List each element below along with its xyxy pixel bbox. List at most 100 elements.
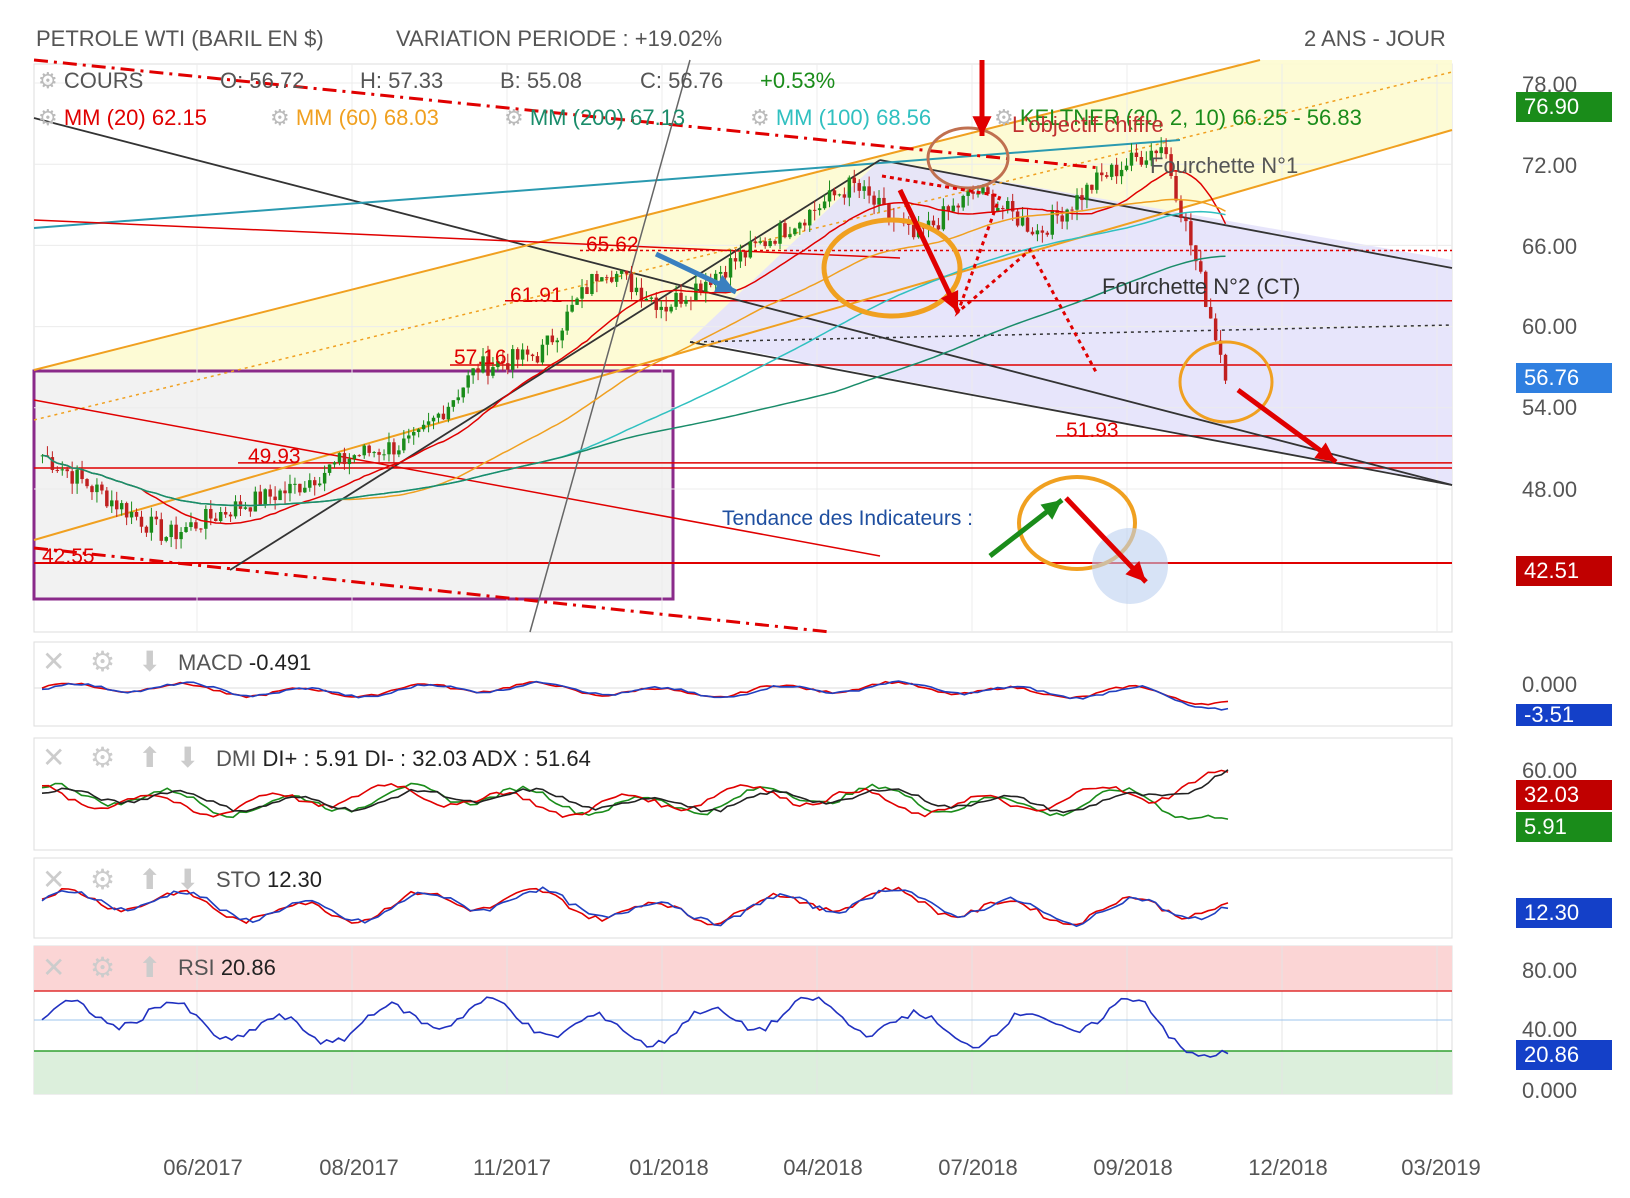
candle-body bbox=[684, 299, 688, 304]
period-variation: VARIATION PERIODE : +19.02% bbox=[396, 26, 723, 51]
trend-arrow bbox=[1236, 387, 1338, 465]
cours-legend[interactable]: ⚙ COURS bbox=[38, 68, 143, 94]
candle-body bbox=[1090, 184, 1094, 190]
gear-icon[interactable]: ⚙ bbox=[38, 105, 58, 130]
candle-body bbox=[1100, 172, 1104, 176]
candle-body bbox=[209, 508, 213, 519]
candle-body bbox=[1189, 221, 1193, 246]
candle-body bbox=[525, 349, 530, 355]
mm200-legend[interactable]: ⚙ MM (200) 67.13 bbox=[504, 105, 686, 130]
gear-icon[interactable]: ⚙ bbox=[504, 105, 524, 130]
candle-body bbox=[689, 299, 693, 301]
candle-body bbox=[644, 298, 649, 301]
candle-body bbox=[1164, 147, 1168, 155]
candle-body bbox=[144, 526, 149, 533]
candle-body bbox=[248, 507, 253, 512]
arrow-down-icon[interactable]: ⬇ bbox=[138, 646, 162, 677]
candle-body bbox=[75, 469, 79, 484]
candle-body bbox=[1134, 152, 1139, 157]
candle-body bbox=[357, 455, 362, 457]
candle-body bbox=[1184, 217, 1188, 222]
candle-body bbox=[609, 277, 614, 282]
candle-body bbox=[461, 387, 465, 398]
mm100-legend[interactable]: ⚙ MM (100) 68.56 bbox=[750, 105, 932, 130]
candle-body bbox=[798, 222, 802, 229]
level-label-4255: 42.55 bbox=[42, 545, 95, 568]
close-icon[interactable]: ✕ bbox=[42, 742, 66, 773]
gear-icon[interactable]: ⚙ bbox=[90, 646, 116, 677]
mm60-legend[interactable]: ⚙ MM (60) 68.03 bbox=[270, 105, 439, 130]
candle-body bbox=[550, 335, 555, 343]
candle-body bbox=[411, 432, 416, 436]
mm20-legend[interactable]: ⚙ MM (20) 62.15 bbox=[38, 105, 207, 130]
candle-body bbox=[506, 363, 510, 370]
candle-body bbox=[451, 400, 456, 407]
candle-body bbox=[545, 335, 550, 345]
candle-body bbox=[728, 258, 733, 278]
gear-icon[interactable]: ⚙ bbox=[90, 864, 116, 895]
low-value: B: 55.08 bbox=[500, 68, 582, 93]
gear-icon[interactable]: ⚙ bbox=[90, 742, 116, 773]
candle-body bbox=[382, 454, 386, 456]
candle-body bbox=[674, 292, 678, 307]
candle-body bbox=[253, 491, 258, 512]
period-selector[interactable]: 2 ANS - JOUR bbox=[1304, 26, 1446, 51]
candle-body bbox=[708, 281, 713, 286]
annotation-fourchette-2: Fourchette N°2 (CT) bbox=[1102, 274, 1301, 299]
gear-icon[interactable]: ⚙ bbox=[38, 68, 58, 93]
candle-body bbox=[481, 356, 485, 373]
trend-line bbox=[33, 129, 1453, 541]
trend-line bbox=[229, 159, 881, 571]
rsi-axis-tick: 0.000 bbox=[1522, 1078, 1578, 1103]
open-value: O: 56.72 bbox=[220, 68, 305, 93]
trend-line bbox=[33, 117, 1453, 486]
candle-body bbox=[1025, 217, 1030, 232]
candle-body bbox=[966, 191, 970, 196]
candle-body bbox=[476, 368, 480, 373]
candle-body bbox=[213, 518, 218, 521]
candle-body bbox=[852, 177, 857, 184]
candle-body bbox=[877, 197, 881, 205]
arrow-up-icon[interactable]: ⬆ bbox=[138, 864, 162, 895]
candle-body bbox=[679, 292, 683, 304]
x-tick: 09/2018 bbox=[1093, 1155, 1173, 1180]
candle-body bbox=[520, 349, 525, 360]
gear-icon[interactable]: ⚙ bbox=[270, 105, 290, 130]
candle-body bbox=[911, 224, 916, 238]
candle-body bbox=[783, 223, 787, 238]
candle-body bbox=[590, 274, 594, 295]
close-icon[interactable]: ✕ bbox=[42, 952, 66, 983]
candle-body bbox=[95, 484, 99, 493]
candle-body bbox=[832, 190, 837, 196]
close-icon[interactable]: ✕ bbox=[42, 864, 66, 895]
arrow-up-icon[interactable]: ⬆ bbox=[138, 952, 162, 983]
candle-body bbox=[649, 297, 654, 299]
candle-body bbox=[387, 442, 391, 455]
candle-body bbox=[753, 241, 758, 243]
close-icon[interactable]: ✕ bbox=[42, 646, 66, 677]
gear-icon[interactable]: ⚙ bbox=[90, 952, 116, 983]
candle-body bbox=[347, 458, 352, 465]
candle-body bbox=[243, 507, 248, 509]
candle-body bbox=[1203, 271, 1208, 307]
candle-body bbox=[278, 490, 282, 501]
arrow-down-icon[interactable]: ⬇ bbox=[176, 742, 200, 773]
candle-body bbox=[327, 464, 332, 473]
gear-icon[interactable]: ⚙ bbox=[994, 105, 1014, 130]
candle-body bbox=[996, 208, 1000, 212]
gear-icon[interactable]: ⚙ bbox=[750, 105, 770, 130]
candle-body bbox=[664, 306, 668, 312]
candle-body bbox=[1010, 201, 1015, 212]
keltner-legend[interactable]: ⚙ KELTNER (20, 2, 10) 66.25 - 56.83 bbox=[994, 105, 1362, 130]
dmi-plus-line bbox=[41, 782, 1229, 820]
arrow-up-icon[interactable]: ⬆ bbox=[138, 742, 162, 773]
candle-body bbox=[164, 537, 168, 541]
candle-body bbox=[1040, 230, 1045, 233]
arrow-down-icon[interactable]: ⬇ bbox=[176, 864, 200, 895]
dmi-label: DMI DI+ : 5.91 DI- : 32.03 ADX : 51.64 bbox=[216, 746, 591, 771]
candle-body bbox=[194, 522, 198, 529]
candle-body bbox=[763, 241, 767, 247]
candle-body bbox=[535, 356, 540, 363]
arrow-head bbox=[940, 290, 959, 312]
x-tick: 03/2019 bbox=[1401, 1155, 1481, 1180]
